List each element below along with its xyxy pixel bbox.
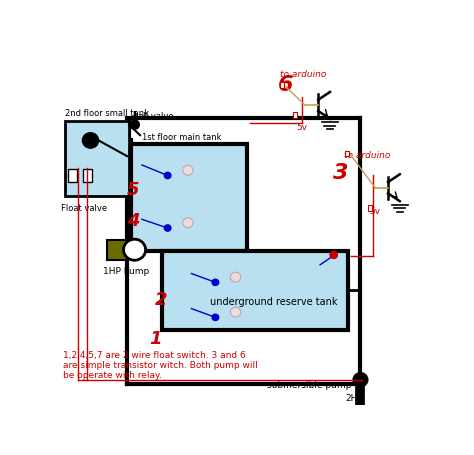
Circle shape (330, 252, 337, 258)
Text: to arduino: to arduino (280, 71, 326, 79)
Text: underground reserve tank: underground reserve tank (210, 297, 337, 307)
Circle shape (230, 307, 241, 317)
Text: 5v: 5v (296, 123, 307, 132)
Bar (162, 251, 347, 329)
Text: 1HP Pump: 1HP Pump (103, 267, 150, 276)
Circle shape (230, 272, 241, 282)
Text: 2HP: 2HP (346, 394, 364, 403)
Bar (131, 144, 246, 251)
Text: ball valve: ball valve (133, 112, 173, 121)
Circle shape (182, 218, 193, 228)
Text: 2: 2 (155, 291, 167, 309)
Bar (68, 169, 77, 182)
Bar (83, 169, 91, 182)
Text: 6: 6 (278, 76, 293, 96)
Circle shape (164, 225, 171, 231)
Text: 1,2,4,5,7 are 2 wire float switch. 3 and 6
are simple transistor witch. Both pum: 1,2,4,5,7 are 2 wire float switch. 3 and… (63, 351, 258, 380)
Text: 1: 1 (149, 329, 162, 348)
Text: 4: 4 (127, 212, 140, 230)
Text: 2nd floor small tank: 2nd floor small tank (65, 109, 149, 118)
Circle shape (130, 120, 139, 129)
Text: 1st floor main tank: 1st floor main tank (142, 133, 221, 142)
Circle shape (164, 172, 171, 179)
Text: Float valve: Float valve (61, 203, 107, 212)
Bar (368, 205, 372, 211)
Bar (280, 82, 284, 88)
Text: submersible pump: submersible pump (267, 381, 351, 390)
Bar (292, 112, 297, 118)
Circle shape (82, 133, 99, 148)
Text: to arduino: to arduino (344, 151, 390, 160)
Bar (345, 151, 349, 156)
Circle shape (124, 239, 146, 260)
Text: 5v: 5v (370, 207, 381, 216)
Bar (107, 240, 127, 259)
Circle shape (212, 279, 219, 285)
Bar (65, 121, 129, 197)
Text: 5: 5 (127, 181, 140, 199)
Circle shape (353, 373, 368, 387)
Text: 3: 3 (333, 163, 348, 183)
Circle shape (212, 314, 219, 320)
Circle shape (182, 165, 193, 175)
